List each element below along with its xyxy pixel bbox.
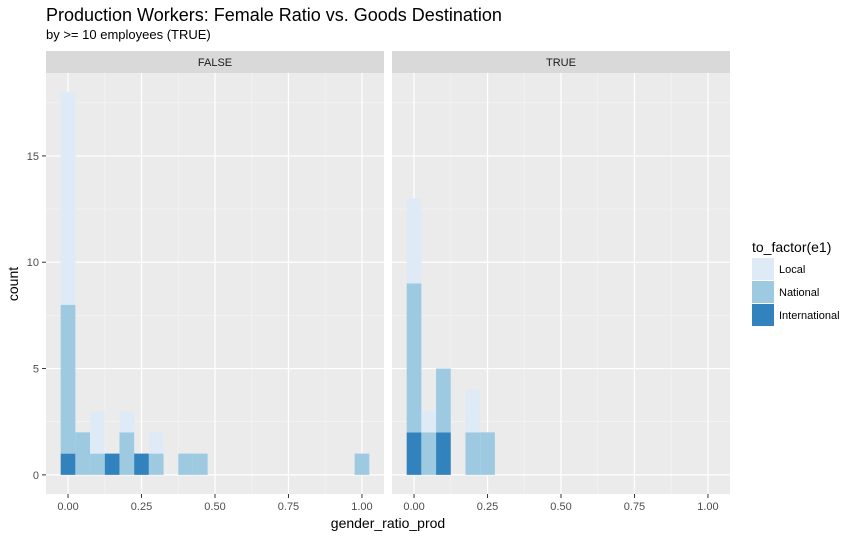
bar-national	[75, 432, 91, 475]
legend-key-local	[752, 258, 774, 280]
x-tick-label: 0.50	[204, 501, 225, 513]
facet-panels: FALSE TRUE	[46, 51, 730, 494]
chart-subtitle: by >= 10 employees (TRUE)	[46, 27, 211, 42]
bar-national	[178, 453, 193, 475]
facet-panel-true: TRUE	[392, 51, 730, 494]
x-tick-label: 0.00	[403, 501, 424, 513]
x-tick-label: 0.75	[624, 501, 645, 513]
bar-local	[406, 198, 422, 284]
legend-key-national	[752, 281, 774, 303]
bar-national	[60, 304, 76, 454]
bar-national	[406, 283, 422, 433]
legend-key-international	[752, 304, 774, 326]
bar-local	[90, 411, 105, 454]
y-axis: 0 5 10 15	[27, 151, 46, 482]
y-tick-label: 5	[33, 364, 39, 376]
bar-local	[421, 411, 437, 433]
bar-international	[134, 453, 149, 475]
bar-local	[148, 432, 164, 454]
bar-national	[421, 432, 437, 475]
x-axis-title: gender_ratio_prod	[331, 515, 445, 531]
bar-national	[119, 432, 135, 475]
bar-national	[480, 432, 495, 475]
bar-international	[406, 432, 422, 475]
x-tick-label: 0.50	[550, 501, 571, 513]
bar-national	[354, 453, 370, 475]
y-tick-label: 0	[33, 470, 39, 482]
bar-local	[119, 411, 135, 433]
x-tick-label: 0.00	[57, 501, 78, 513]
facet-strip	[46, 51, 384, 73]
bar-national	[465, 432, 481, 475]
y-tick-label: 15	[27, 151, 39, 163]
facet-strip	[392, 51, 730, 73]
chart-title: Production Workers: Female Ratio vs. Goo…	[46, 5, 502, 25]
bar-national	[436, 368, 451, 433]
x-tick-label: 1.00	[351, 501, 372, 513]
bar-international	[60, 453, 76, 475]
legend-label-national: National	[779, 287, 819, 299]
x-tick-label: 0.75	[278, 501, 299, 513]
x-tick-label: 0.25	[131, 501, 152, 513]
legend: to_factor(e1) Local National International	[752, 239, 840, 326]
legend-label-local: Local	[779, 264, 805, 276]
facet-strip-label: TRUE	[546, 57, 576, 69]
bar-local	[465, 389, 481, 433]
bar-international	[436, 432, 451, 475]
facet-panel-false: FALSE	[46, 51, 384, 494]
bar-national	[90, 453, 105, 475]
x-tick-label: 0.25	[477, 501, 498, 513]
y-axis-title: count	[5, 267, 21, 301]
bar-local	[60, 92, 76, 305]
legend-title: to_factor(e1)	[752, 239, 831, 255]
bar-national	[148, 453, 164, 475]
bar-international	[104, 453, 120, 475]
legend-label-international: International	[779, 310, 840, 322]
y-tick-label: 10	[27, 257, 39, 269]
x-tick-label: 1.00	[697, 501, 718, 513]
facet-strip-label: FALSE	[198, 57, 232, 69]
x-axis: 0.00 0.25 0.50 0.75 1.00 0.00 0.25 0.50 0.75 1.00	[57, 494, 719, 513]
bar-national	[192, 453, 208, 475]
